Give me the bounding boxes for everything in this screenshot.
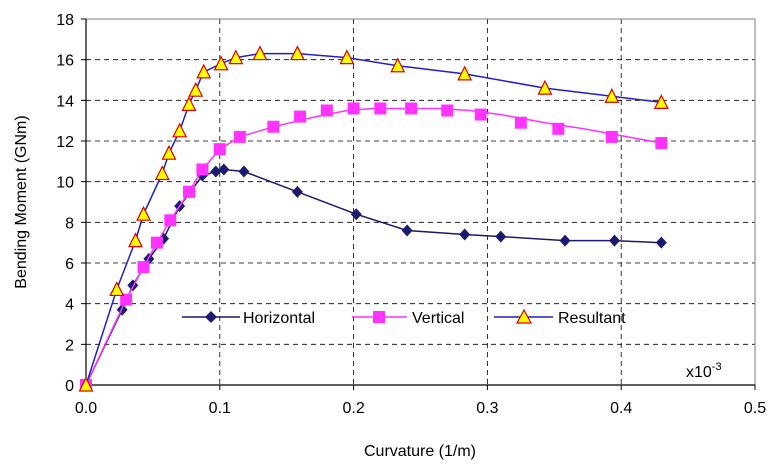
data-point [653,94,669,109]
y-axis-title: Bending Moment (GNm) [13,115,30,288]
data-point [374,102,387,115]
data-point [218,163,230,176]
data-point [188,81,204,97]
data-point [252,45,268,61]
data-point [210,165,222,178]
data-point [405,102,418,115]
data-point [164,214,177,227]
y-tick-label: 14 [56,93,74,110]
x-tick-label: 0.5 [744,400,766,417]
data-point [109,281,125,297]
data-point [267,120,280,133]
data-point [161,144,177,160]
data-point [401,224,413,237]
data-point [459,228,471,241]
y-tick-label: 16 [56,53,74,70]
x-axis-title: Curvature (1/m) [364,443,476,460]
series-line [85,52,662,386]
data-point [291,185,303,198]
series-resultant [78,45,669,392]
data-point [183,185,196,198]
data-point [495,230,507,243]
data-point [655,236,667,249]
x-multiplier-base: x10 [686,364,712,381]
data-point [196,163,209,176]
data-point [390,57,406,73]
data-point [150,236,163,249]
legend-label-resultant: Resultant [558,310,626,327]
series-vertical [80,102,668,391]
series [78,45,669,392]
data-point [441,104,454,117]
data-point [537,79,553,95]
data-point [552,122,565,135]
y-tick-label: 10 [56,175,74,192]
y-tick-label: 8 [65,215,74,232]
x-tick-label: 0.3 [476,400,498,417]
x-tick-label: 0.4 [610,400,632,417]
data-point [128,232,143,248]
data-point [213,55,229,71]
y-tick-label: 4 [65,297,74,314]
data-point [238,165,250,178]
square-marker-icon [373,311,385,323]
legend: Horizontal Vertical Resultant [182,308,626,327]
y-tick-label: 2 [65,337,74,354]
data-point [137,261,150,274]
data-point [228,49,244,65]
y-tick-label: 12 [56,134,74,151]
data-point [120,293,133,306]
data-point [181,96,197,111]
data-point [172,122,188,138]
data-point [514,116,527,129]
data-point [609,234,621,247]
x-multiplier-exponent: -3 [712,361,722,373]
data-point [320,104,333,117]
legend-item-horizontal: Horizontal [182,310,315,327]
triangle-marker-icon [515,308,533,324]
legend-label-vertical: Vertical [412,310,464,327]
legend-item-vertical: Vertical [352,310,464,327]
axes [81,18,756,390]
data-point [339,49,355,65]
diamond-marker-icon [205,311,217,323]
legend-item-resultant: Resultant [494,308,626,327]
data-point [78,376,94,392]
data-point [294,110,307,123]
data-point [347,102,360,115]
data-point [457,65,473,81]
data-point [233,130,246,143]
data-point [350,208,362,221]
legend-label-horizontal: Horizontal [243,310,315,327]
data-point [655,137,668,150]
data-point [474,108,487,121]
data-point [196,63,212,79]
data-point [136,205,152,221]
y-tick-label: 6 [65,256,74,273]
data-point [289,45,305,61]
data-point [559,234,571,247]
y-tick-label: 18 [56,12,74,29]
y-tick-label: 0 [65,378,74,395]
series-line [85,107,662,386]
tick-labels: 0.0 0.1 0.2 0.3 0.4 0.5 0 2 4 6 8 10 12 14 16 18 [56,12,766,417]
x-multiplier-label: x10-3 [686,361,722,381]
data-point [154,165,170,181]
data-point [604,87,620,103]
x-tick-label: 0.2 [342,400,364,417]
x-tick-label: 0.0 [75,400,97,417]
x-tick-label: 0.1 [209,400,231,417]
data-point [605,130,618,143]
data-point [213,143,226,156]
